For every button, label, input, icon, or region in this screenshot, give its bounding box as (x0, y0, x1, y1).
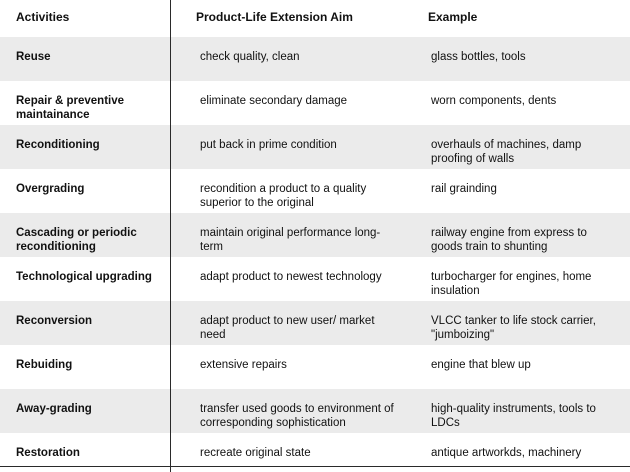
activity-cell: Overgrading (16, 183, 85, 195)
header-aim: Product-Life Extension Aim (196, 10, 353, 24)
activity-cell: Rebuiding (16, 359, 73, 371)
aim-cell: check quality, clean (200, 51, 300, 63)
aim-cell: extensive repairs (200, 359, 287, 371)
column-divider (170, 0, 171, 472)
aim-cell: adapt product to new user/ market need (200, 315, 375, 341)
activity-cell: Reuse (16, 51, 51, 63)
activity-cell: Away-grading (16, 403, 92, 415)
activity-cell: Restoration (16, 447, 80, 459)
example-cell: rail grainding (431, 183, 497, 195)
table-row: Reuse check quality, clean glass bottles… (0, 37, 630, 81)
aim-cell: recondition a product to a quality super… (200, 183, 367, 209)
example-cell: VLCC tanker to life stock carrier, "jumb… (431, 315, 596, 341)
activity-cell: Technological upgrading (16, 271, 152, 283)
aim-cell: transfer used goods to environment of co… (200, 403, 394, 429)
header-example: Example (428, 10, 478, 24)
example-cell: engine that blew up (431, 359, 531, 371)
table-row: Reconversion adapt product to new user/ … (0, 301, 630, 345)
table-row: Cascading or periodic reconditioning mai… (0, 213, 630, 257)
example-cell: high-quality instruments, tools to LDCs (431, 403, 596, 429)
table-row: Repair & preventive maintainance elimina… (0, 81, 630, 125)
table-row: Reconditioning put back in prime conditi… (0, 125, 630, 169)
aim-cell: recreate original state (200, 447, 311, 459)
example-cell: worn components, dents (431, 95, 557, 107)
activity-cell: Cascading or periodic reconditioning (16, 227, 137, 253)
aim-cell: put back in prime condition (200, 139, 337, 151)
activity-cell: Reconditioning (16, 139, 100, 151)
table-row: Overgrading recondition a product to a q… (0, 169, 630, 213)
aim-cell: maintain original performance long-term (200, 227, 381, 253)
example-cell: overhauls of machines, damp proofing of … (431, 139, 582, 165)
aim-cell: eliminate secondary damage (200, 95, 348, 107)
example-cell: glass bottles, tools (431, 51, 526, 63)
table-row: Rebuiding extensive repairs engine that … (0, 345, 630, 389)
activity-cell: Reconversion (16, 315, 93, 327)
table-row: Away-grading transfer used goods to envi… (0, 389, 630, 433)
table-row: Technological upgrading adapt product to… (0, 257, 630, 301)
example-cell: antique artworkds, machinery (431, 447, 582, 459)
example-cell: railway engine from express to goods tra… (431, 227, 587, 253)
example-cell: turbocharger for engines, home insulatio… (431, 271, 592, 297)
aim-cell: adapt product to newest technology (200, 271, 382, 283)
table-bottom-border (0, 466, 630, 467)
activity-cell: Repair & preventive maintainance (16, 95, 125, 121)
table-row: Restoration recreate original state anti… (0, 433, 630, 466)
header-activities: Activities (16, 10, 70, 24)
